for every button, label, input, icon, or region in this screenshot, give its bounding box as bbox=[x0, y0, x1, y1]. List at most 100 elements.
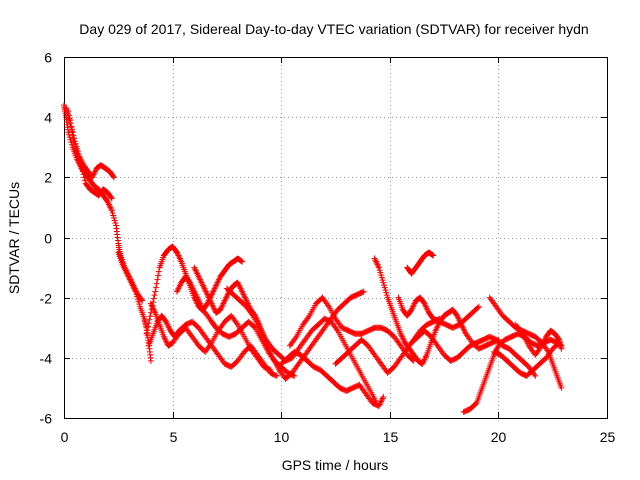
data-point bbox=[150, 295, 157, 302]
x-tick-label: 5 bbox=[170, 429, 178, 445]
data-point bbox=[383, 289, 390, 296]
data-point bbox=[375, 264, 382, 271]
x-tick-label: 10 bbox=[274, 429, 290, 445]
data-point bbox=[475, 303, 482, 310]
data-point bbox=[66, 112, 73, 119]
data-point bbox=[63, 107, 70, 114]
data-point bbox=[383, 292, 390, 299]
data-point bbox=[430, 252, 437, 259]
data-point bbox=[380, 279, 387, 286]
x-tick-label: 15 bbox=[383, 429, 399, 445]
data-point bbox=[238, 258, 245, 265]
data-point bbox=[80, 171, 87, 178]
data-point bbox=[152, 284, 159, 291]
series-track-4 bbox=[115, 249, 154, 364]
data-point bbox=[146, 316, 153, 323]
data-point bbox=[154, 276, 161, 283]
data-point bbox=[556, 339, 563, 346]
data-point bbox=[147, 313, 154, 320]
chart-title: Day 029 of 2017, Sidereal Day-to-day VTE… bbox=[79, 21, 588, 37]
series-track-3 bbox=[65, 108, 115, 202]
data-point bbox=[68, 124, 75, 131]
data-point bbox=[79, 165, 86, 172]
series-track-12 bbox=[278, 348, 387, 409]
data-point bbox=[110, 173, 117, 180]
data-point bbox=[558, 345, 565, 352]
data-point bbox=[381, 282, 388, 289]
series-track-15 bbox=[371, 255, 502, 367]
y-axis-title: SDTVAR / TECUs bbox=[6, 182, 22, 294]
data-point bbox=[135, 298, 142, 305]
data-point bbox=[66, 131, 73, 138]
data-point bbox=[70, 135, 77, 142]
data-point bbox=[532, 372, 539, 379]
data-point bbox=[407, 307, 414, 314]
data-point bbox=[72, 144, 79, 151]
series-track-7 bbox=[147, 300, 274, 373]
data-point bbox=[108, 207, 115, 214]
data-point bbox=[251, 323, 258, 330]
data-point bbox=[377, 269, 384, 276]
series-track-14 bbox=[332, 315, 443, 376]
data-point bbox=[68, 141, 75, 148]
y-tick-label: 0 bbox=[44, 231, 52, 247]
data-point bbox=[136, 301, 143, 308]
data-point bbox=[379, 277, 386, 284]
data-point bbox=[71, 141, 78, 148]
data-point bbox=[144, 327, 151, 334]
data-point bbox=[134, 296, 141, 303]
y-tick-label: 6 bbox=[44, 50, 52, 66]
data-point bbox=[110, 214, 117, 221]
data-point bbox=[453, 311, 460, 318]
data-point bbox=[73, 147, 80, 154]
series-track-17 bbox=[404, 249, 437, 277]
data-point bbox=[111, 217, 118, 224]
data-point bbox=[152, 288, 159, 295]
data-point bbox=[67, 120, 74, 127]
x-tick-label: 20 bbox=[491, 429, 507, 445]
y-tick-label: -2 bbox=[40, 291, 53, 307]
data-point bbox=[472, 400, 479, 407]
data-point bbox=[153, 280, 160, 287]
data-point bbox=[555, 335, 562, 342]
data-point bbox=[558, 384, 565, 391]
data-point bbox=[143, 330, 150, 337]
data-point bbox=[155, 272, 162, 279]
series-track-22 bbox=[491, 339, 563, 379]
data-point bbox=[78, 162, 85, 169]
data-point bbox=[376, 267, 383, 274]
data-point bbox=[132, 288, 139, 295]
data-point bbox=[133, 291, 140, 298]
data-point bbox=[68, 128, 75, 135]
data-point bbox=[69, 132, 76, 139]
data-point bbox=[65, 108, 72, 115]
axis-ticks bbox=[64, 57, 608, 419]
data-series bbox=[61, 102, 565, 415]
data-point bbox=[63, 105, 70, 112]
data-point bbox=[71, 138, 78, 145]
data-point bbox=[378, 274, 385, 281]
data-point bbox=[112, 219, 119, 226]
data-point bbox=[203, 301, 210, 308]
data-point bbox=[109, 209, 116, 216]
data-point bbox=[68, 139, 75, 146]
data-point bbox=[266, 366, 273, 373]
data-point bbox=[168, 340, 175, 347]
data-point bbox=[147, 357, 154, 364]
data-point bbox=[474, 304, 481, 311]
y-tick-label: 4 bbox=[44, 110, 52, 126]
data-point bbox=[239, 258, 246, 265]
data-point bbox=[382, 287, 389, 294]
data-point bbox=[145, 320, 152, 327]
x-tick-label: 25 bbox=[600, 429, 616, 445]
data-point bbox=[381, 284, 388, 291]
data-point bbox=[81, 174, 88, 181]
data-point bbox=[108, 195, 115, 202]
data-point bbox=[144, 323, 151, 330]
data-point bbox=[155, 268, 162, 275]
data-point bbox=[110, 174, 117, 181]
data-point bbox=[66, 116, 73, 123]
data-point bbox=[81, 177, 88, 184]
data-point bbox=[151, 292, 158, 299]
